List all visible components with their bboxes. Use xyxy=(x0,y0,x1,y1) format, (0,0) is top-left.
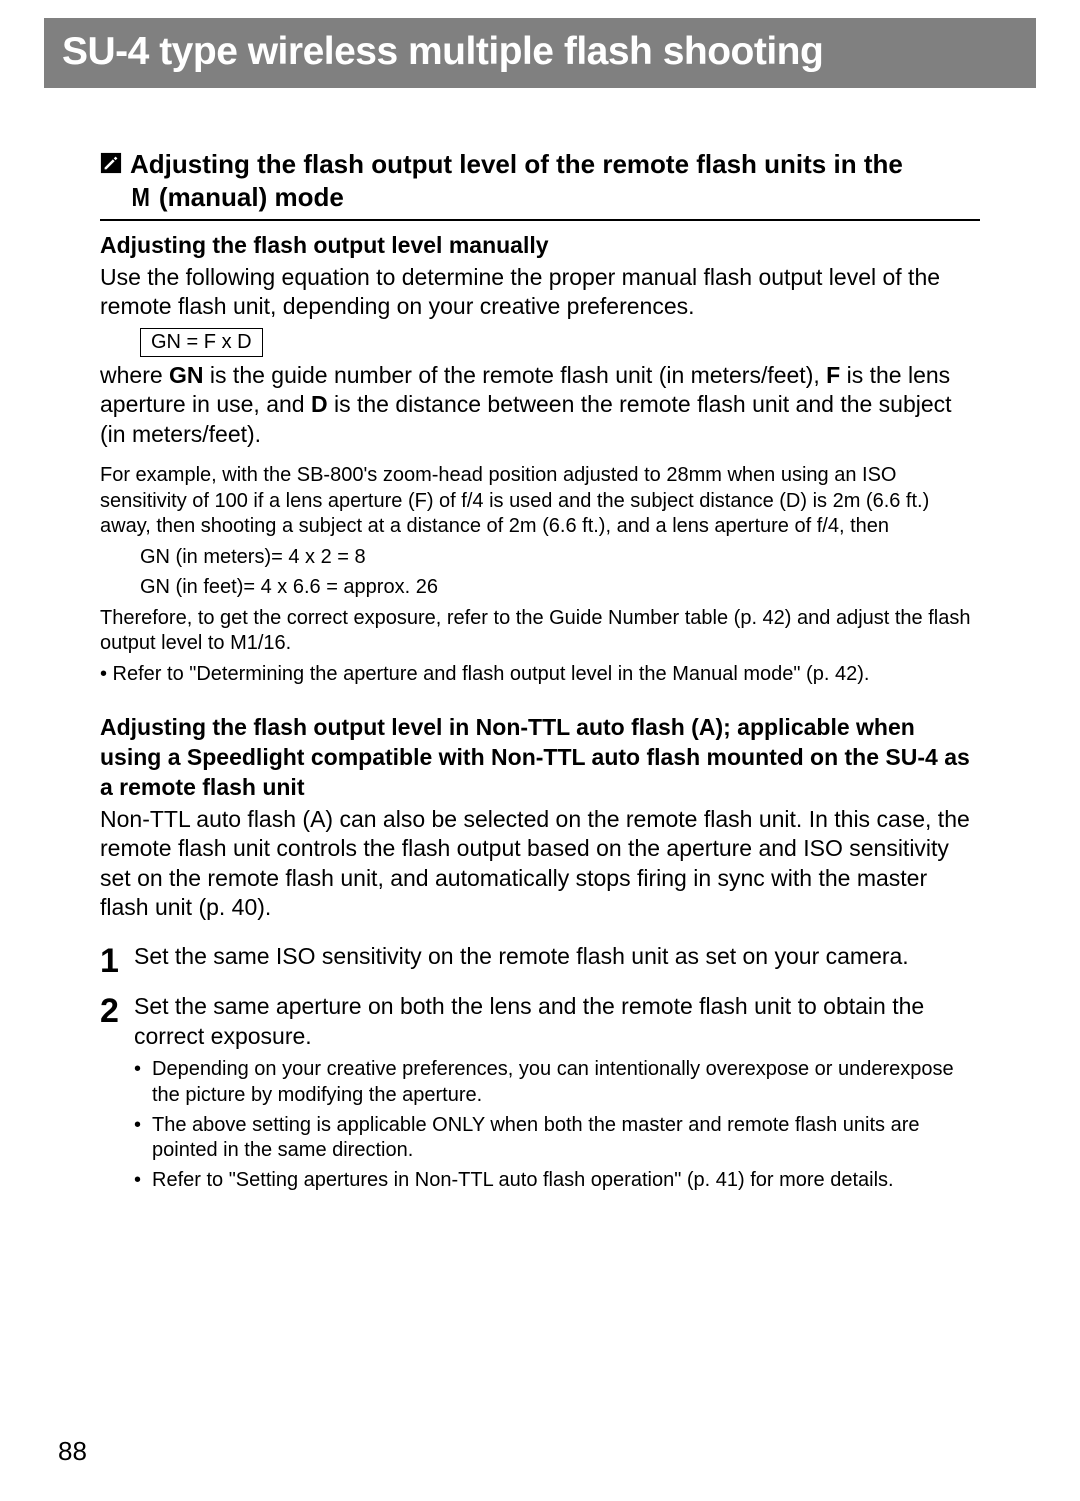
manual-intro: Use the following equation to determine … xyxy=(100,263,980,322)
step-text: Set the same aperture on both the lens a… xyxy=(134,992,980,1051)
section-heading-text: Adjusting the flash output level of the … xyxy=(130,148,903,213)
where-clause: where GN is the guide number of the remo… xyxy=(100,361,980,449)
section-heading: Adjusting the flash output level of the … xyxy=(100,148,980,221)
where-mid1: is the guide number of the remote flash … xyxy=(204,362,827,388)
page-title: SU-4 type wireless multiple flash shooti… xyxy=(62,30,1018,74)
title-bar: SU-4 type wireless multiple flash shooti… xyxy=(44,18,1036,88)
manual-bullet: • Refer to "Determining the aperture and… xyxy=(100,661,980,687)
page: SU-4 type wireless multiple flash shooti… xyxy=(0,18,1080,1501)
step-sub-list: Depending on your creative preferences, … xyxy=(134,1057,980,1193)
step-number: 2 xyxy=(100,992,134,1197)
therefore-paragraph: Therefore, to get the correct exposure, … xyxy=(100,606,980,657)
gn-equation-feet: GN (in feet)= 4 x 6.6 = approx. 26 xyxy=(140,574,980,600)
where-gn: GN xyxy=(169,362,204,388)
gn-equation-meters: GN (in meters)= 4 x 2 = 8 xyxy=(140,544,980,570)
m-mode-icon: M xyxy=(131,181,148,214)
where-pre: where xyxy=(100,362,169,388)
example-paragraph: For example, with the SB-800's zoom-head… xyxy=(100,463,980,540)
step-body: Set the same aperture on both the lens a… xyxy=(134,992,980,1197)
step: 1 Set the same ISO sensitivity on the re… xyxy=(100,942,980,978)
step-sub-item: Depending on your creative preferences, … xyxy=(134,1057,980,1108)
steps-list: 1 Set the same ISO sensitivity on the re… xyxy=(100,942,980,1197)
step-sub-item: Refer to "Setting apertures in Non-TTL a… xyxy=(134,1168,980,1194)
step: 2 Set the same aperture on both the lens… xyxy=(100,992,980,1197)
where-d: D xyxy=(311,391,328,417)
step-sub-item: The above setting is applicable ONLY whe… xyxy=(134,1113,980,1164)
heading-line1: Adjusting the flash output level of the … xyxy=(130,149,903,179)
step-body: Set the same ISO sensitivity on the remo… xyxy=(134,942,980,978)
content-area: Adjusting the flash output level of the … xyxy=(0,88,1080,1197)
where-f: F xyxy=(826,362,840,388)
nonttl-body: Non-TTL auto flash (A) can also be selec… xyxy=(100,805,980,923)
pencil-icon xyxy=(100,152,122,174)
nonttl-subheading: Adjusting the flash output level in Non-… xyxy=(100,713,980,803)
page-number: 88 xyxy=(58,1436,87,1467)
formula-box: GN = F x D xyxy=(140,328,263,357)
step-number: 1 xyxy=(100,942,134,978)
heading-line2: (manual) mode xyxy=(159,182,344,212)
manual-subheading: Adjusting the flash output level manuall… xyxy=(100,231,980,261)
step-text: Set the same ISO sensitivity on the remo… xyxy=(134,942,980,971)
